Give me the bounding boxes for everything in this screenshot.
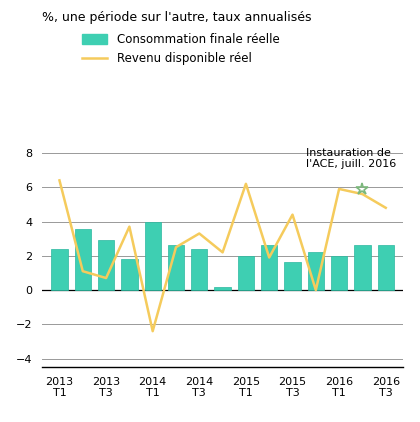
Bar (191, 249, 207, 290)
Bar (378, 246, 394, 290)
Bar (98, 241, 114, 290)
Bar (168, 246, 184, 290)
Bar (354, 245, 370, 290)
Bar (215, 287, 231, 290)
Bar (331, 256, 347, 290)
Text: %, une période sur l'autre, taux annualisés: %, une période sur l'autre, taux annuali… (42, 11, 312, 24)
Bar (308, 252, 324, 290)
Bar (284, 262, 301, 290)
Bar (121, 259, 137, 290)
Bar (144, 222, 161, 290)
Bar (261, 246, 277, 290)
Bar (238, 256, 254, 290)
Text: Instauration de
l'ACE, juill. 2016: Instauration de l'ACE, juill. 2016 (307, 148, 397, 169)
Bar (75, 229, 91, 290)
Bar (51, 249, 68, 290)
Legend: Consommation finale réelle, Revenu disponible réel: Consommation finale réelle, Revenu dispo… (81, 33, 280, 65)
